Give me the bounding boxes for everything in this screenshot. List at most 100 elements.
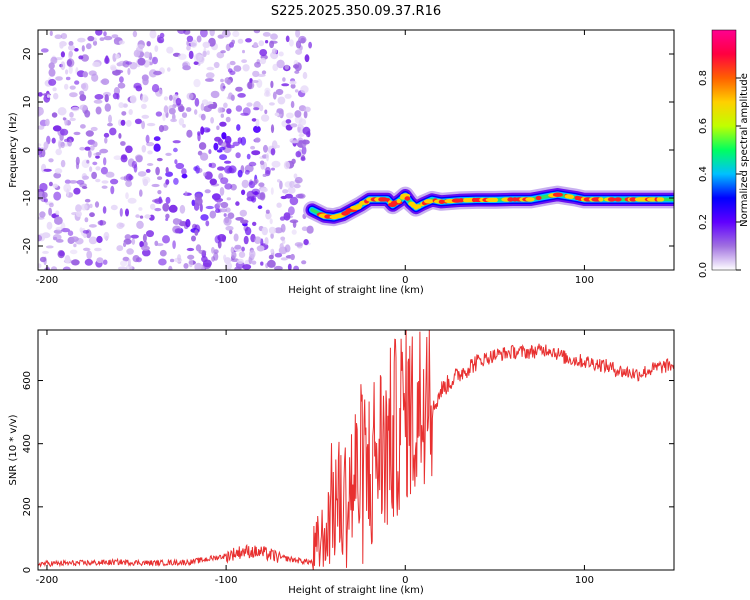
colorbar-label: Normalized spectral amplitude xyxy=(739,73,750,227)
noise-speck xyxy=(56,239,64,243)
noise-speck xyxy=(268,226,276,235)
noise-speck xyxy=(122,256,130,262)
noise-speck xyxy=(104,137,108,144)
noise-speck xyxy=(200,214,209,221)
noise-speck xyxy=(118,102,124,109)
noise-speck xyxy=(165,179,170,185)
noise-speck xyxy=(256,245,265,252)
noise-speck xyxy=(224,262,233,270)
noise-speck xyxy=(251,118,257,122)
noise-speck xyxy=(146,163,154,166)
noise-speck xyxy=(82,71,89,78)
noise-speck xyxy=(120,260,128,267)
noise-speck xyxy=(240,219,249,224)
noise-speck xyxy=(103,132,110,138)
noise-speck xyxy=(84,217,89,223)
noise-speck xyxy=(126,248,134,255)
noise-speck xyxy=(216,149,223,153)
x-tick-label: -200 xyxy=(36,575,59,586)
noise-speck xyxy=(219,121,227,127)
noise-speck xyxy=(90,126,98,132)
noise-speck xyxy=(119,208,123,217)
noise-speck xyxy=(64,255,71,264)
noise-speck xyxy=(234,266,242,270)
noise-speck xyxy=(137,57,146,66)
noise-speck xyxy=(136,44,145,49)
noise-speck xyxy=(101,180,109,184)
noise-speck xyxy=(53,229,63,234)
noise-speck xyxy=(155,111,163,117)
noise-speck xyxy=(153,70,162,76)
noise-speck xyxy=(60,141,65,149)
noise-speck xyxy=(209,210,217,219)
ridge-hotspot xyxy=(614,197,622,202)
noise-speck xyxy=(197,132,201,142)
noise-speck xyxy=(186,92,194,100)
noise-speck xyxy=(235,86,243,92)
noise-speck xyxy=(125,145,133,154)
noise-speck xyxy=(146,41,151,47)
noise-speck xyxy=(209,178,217,186)
noise-speck xyxy=(73,187,81,195)
noise-speck xyxy=(231,39,236,45)
noise-speck xyxy=(144,51,151,59)
noise-speck xyxy=(38,125,45,130)
x-tick-label: 0 xyxy=(402,575,408,586)
noise-speck xyxy=(45,245,54,249)
noise-speck xyxy=(280,195,288,200)
noise-speck xyxy=(295,40,302,49)
noise-speck xyxy=(268,254,274,260)
noise-speck xyxy=(264,87,271,94)
noise-speck xyxy=(183,192,192,196)
noise-speck xyxy=(54,34,63,39)
noise-speck xyxy=(257,205,263,210)
noise-speck xyxy=(293,183,301,189)
noise-speck xyxy=(135,85,143,92)
ridge-hotspot xyxy=(507,197,514,202)
noise-speck xyxy=(92,61,101,68)
noise-speck xyxy=(107,122,113,127)
noise-speck xyxy=(298,133,305,137)
noise-speck xyxy=(83,233,87,238)
noise-speck xyxy=(186,129,193,138)
noise-speck xyxy=(290,140,299,144)
noise-speck xyxy=(217,107,223,114)
noise-speck xyxy=(181,168,187,175)
noise-speck xyxy=(86,250,93,260)
noise-speck xyxy=(200,113,206,121)
noise-speck xyxy=(125,61,132,65)
noise-speck xyxy=(86,43,92,50)
noise-speck xyxy=(291,158,296,164)
noise-speck xyxy=(214,235,221,244)
noise-speck xyxy=(157,36,165,44)
noise-speck xyxy=(43,198,48,203)
noise-speck xyxy=(229,70,236,76)
noise-speck xyxy=(237,93,246,98)
noise-speck xyxy=(202,259,212,268)
noise-speck xyxy=(117,82,126,89)
noise-speck xyxy=(264,237,269,246)
noise-speck xyxy=(226,197,231,201)
noise-speck xyxy=(294,89,299,93)
noise-speck xyxy=(118,133,122,139)
noise-speck xyxy=(224,216,230,224)
noise-speck xyxy=(253,107,260,111)
noise-speck xyxy=(250,145,256,150)
noise-speck xyxy=(79,146,86,151)
noise-speck xyxy=(127,67,131,76)
noise-speck xyxy=(248,181,256,189)
noise-speck xyxy=(141,94,149,103)
noise-speck xyxy=(237,38,244,44)
noise-speck xyxy=(131,238,136,245)
noise-speck xyxy=(252,221,257,226)
colorbar-tick-label: 0.2 xyxy=(698,214,709,230)
noise-speck xyxy=(53,92,59,100)
snr-series-line xyxy=(38,330,674,570)
noise-speck xyxy=(220,82,226,92)
noise-speck xyxy=(297,123,302,128)
noise-speck xyxy=(262,32,271,37)
noise-speck xyxy=(165,213,170,219)
noise-speck xyxy=(169,258,175,263)
noise-speck xyxy=(113,155,122,160)
noise-speck xyxy=(116,62,123,67)
